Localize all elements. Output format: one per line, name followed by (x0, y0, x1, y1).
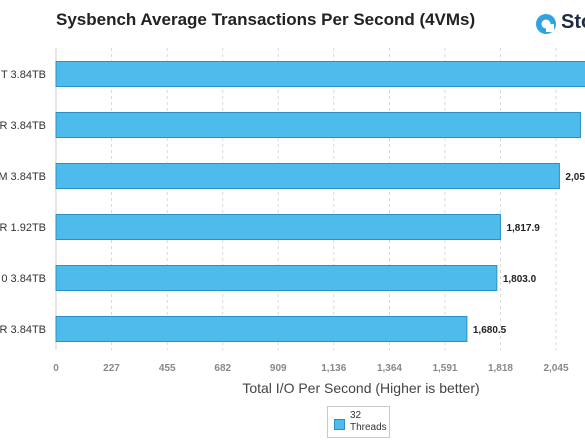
x-tick-label: 1,364 (377, 363, 402, 374)
category-label: M 3.84TB (0, 171, 46, 183)
data-label: 1,817.9 (506, 223, 540, 234)
bar (55, 316, 468, 342)
x-tick-label: 227 (103, 363, 120, 374)
data-label: 1,803.0 (503, 274, 537, 285)
data-label: 2,05 (565, 172, 585, 183)
x-tick-label: 2,045 (543, 363, 568, 374)
bar (55, 265, 498, 291)
logo-icon (536, 14, 556, 34)
chart-title: Sysbench Average Transactions Per Second… (56, 10, 476, 29)
category-label: R 3.84TB (0, 324, 46, 336)
bar (55, 61, 585, 87)
x-tick-label: 0 (53, 363, 59, 374)
category-label: T 3.84TB (1, 69, 46, 81)
legend-swatch (334, 419, 345, 430)
category-label: R 3.84TB (0, 120, 46, 132)
bar (55, 163, 560, 189)
bar (55, 112, 581, 138)
x-tick-label: 682 (214, 363, 231, 374)
category-label: R 1.92TB (0, 222, 46, 234)
bar (55, 214, 501, 240)
category-label: 0 3.84TB (1, 273, 46, 285)
data-label: 1,680.5 (473, 325, 507, 336)
logo-text: Sto (561, 11, 585, 33)
x-tick-label: 1,591 (432, 363, 457, 374)
x-tick-label: 1,136 (321, 363, 346, 374)
chart-legend: 32 Threads (327, 406, 390, 438)
x-tick-label: 1,818 (488, 363, 513, 374)
x-tick-label: 909 (270, 363, 287, 374)
legend-label: 32 Threads (350, 410, 387, 433)
x-axis-title: Total I/O Per Second (Higher is better) (242, 380, 479, 396)
x-tick-label: 455 (159, 363, 176, 374)
